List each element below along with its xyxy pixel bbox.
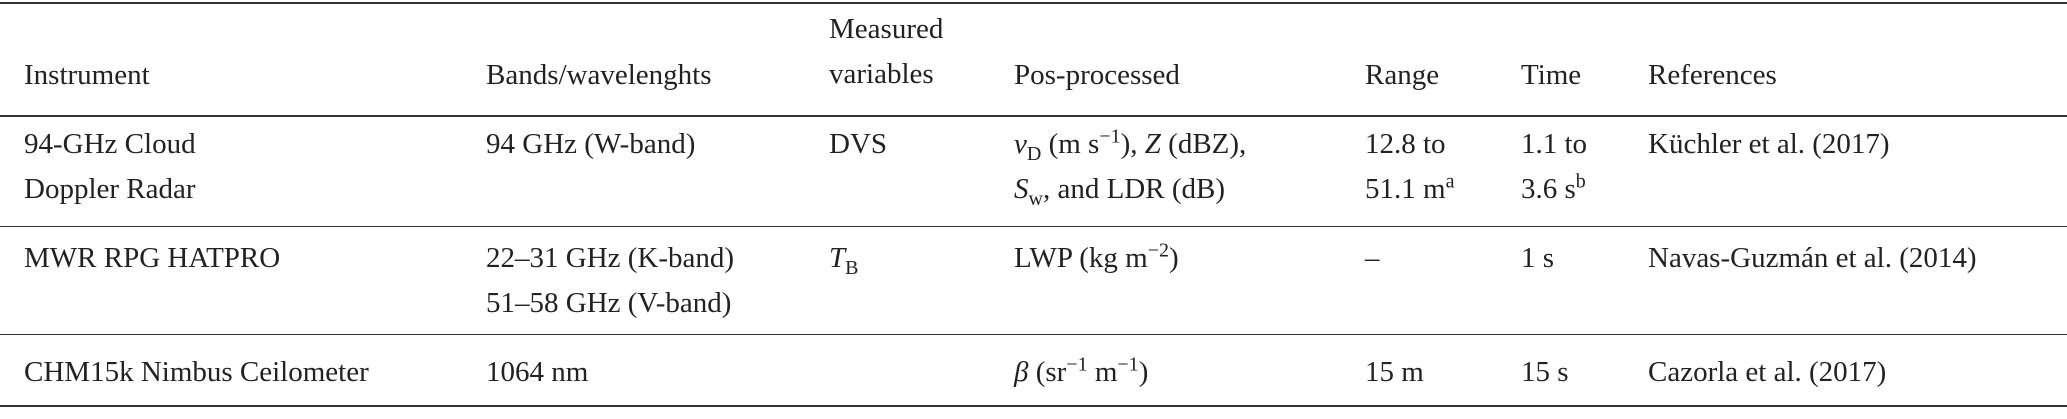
cell-text: 3.6 s <box>1521 173 1576 205</box>
cell-text: Z <box>1144 128 1161 160</box>
cell-text: Doppler Radar <box>24 173 196 205</box>
cell: 94 GHz (W-band) <box>486 128 696 160</box>
header-cell: Pos-processed <box>1014 59 1180 91</box>
cell: – <box>1365 242 1380 274</box>
header-cell: Time <box>1521 59 1582 91</box>
cell: Küchler et al. (2017) <box>1648 128 1890 160</box>
cell-text: 51–58 GHz (V-band) <box>486 287 732 319</box>
cell: CHM15k Nimbus Ceilometer <box>24 356 369 388</box>
cell: DVS <box>829 128 888 160</box>
header-cell: Measured variables <box>829 7 943 97</box>
cell-text: −1 <box>1117 353 1139 376</box>
cell-text: T <box>829 242 846 274</box>
cell-text: w <box>1028 187 1043 210</box>
cell: 15 s <box>1521 356 1569 388</box>
cell-text: , and LDR (dB) <box>1042 173 1225 205</box>
cell-text: b <box>1575 170 1586 193</box>
header-rule <box>0 115 2067 117</box>
cell-text: (sr <box>1028 356 1067 388</box>
cell-text: ν <box>1014 128 1027 160</box>
cell-text: LWP (kg m <box>1014 242 1148 274</box>
cell: 94-GHz Cloud Doppler Radar <box>24 122 196 212</box>
cell-text: ) <box>1168 242 1179 274</box>
cell: 12.8 to 51.1 ma <box>1365 122 1454 212</box>
row-rule <box>0 334 2067 335</box>
cell-text: 94-GHz Cloud <box>24 128 196 160</box>
cell: νD (m s−1), Z (dBZ), Sw, and LDR (dB) <box>1014 122 1246 212</box>
row-rule <box>0 226 2067 227</box>
header-cell: Bands/wavelenghts <box>486 59 712 91</box>
header-text: variables <box>829 58 934 90</box>
cell-text: S <box>1014 173 1029 205</box>
cell: LWP (kg m−2) <box>1014 236 1179 281</box>
cell-text: m <box>1087 356 1118 388</box>
cell: TB <box>829 236 858 281</box>
cell: 15 m <box>1365 356 1424 388</box>
cell: Navas-Guzmán et al. (2014) <box>1648 242 1977 274</box>
cell-text: −1 <box>1099 125 1121 148</box>
cell-text: 1.1 to <box>1521 128 1588 160</box>
header-text: Measured <box>829 13 944 45</box>
cell-text: 12.8 to <box>1365 128 1446 160</box>
cell-text: −2 <box>1147 239 1169 262</box>
header-cell: Instrument <box>24 59 150 91</box>
cell: MWR RPG HATPRO <box>24 242 281 274</box>
cell: 1.1 to 3.6 sb <box>1521 122 1587 212</box>
header-cell: Range <box>1365 59 1440 91</box>
top-rule <box>0 2 2067 4</box>
cell-text: 22–31 GHz (K-band) <box>486 242 735 274</box>
cell-text: D <box>1026 142 1042 165</box>
cell-text: a <box>1445 170 1455 193</box>
cell: Cazorla et al. (2017) <box>1648 356 1887 388</box>
cell-text: (dBZ), <box>1160 128 1247 160</box>
cell-text: (m s <box>1041 128 1100 160</box>
cell-text: B <box>845 256 859 279</box>
bottom-rule <box>0 405 2067 407</box>
header-cell: References <box>1648 59 1777 91</box>
cell-text: ), <box>1120 128 1145 160</box>
cell-text: 51.1 m <box>1365 173 1446 205</box>
cell: β (sr−1 m−1) <box>1014 350 1148 395</box>
cell-text: ) <box>1138 356 1149 388</box>
cell-text: β <box>1014 356 1029 388</box>
cell: 1 s <box>1521 242 1555 274</box>
cell-text: −1 <box>1066 353 1088 376</box>
cell: 22–31 GHz (K-band) 51–58 GHz (V-band) <box>486 236 734 326</box>
cell: 1064 nm <box>486 356 589 388</box>
